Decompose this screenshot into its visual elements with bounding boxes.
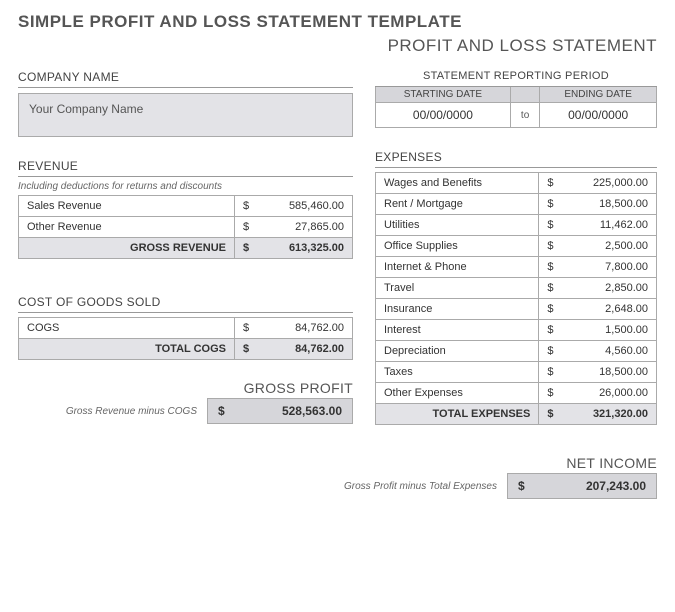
starting-date-header: STARTING DATE bbox=[376, 87, 511, 103]
table-row: Taxes$18,500.00 bbox=[376, 362, 657, 383]
table-row: Internet & Phone$7,800.00 bbox=[376, 257, 657, 278]
expense-row-value[interactable]: $2,648.00 bbox=[539, 299, 657, 320]
gross-profit-note: Gross Revenue minus COGS bbox=[66, 406, 197, 417]
expense-row-label: Office Supplies bbox=[376, 236, 539, 257]
table-row: Wages and Benefits$225,000.00 bbox=[376, 173, 657, 194]
gross-revenue-label: GROSS REVENUE bbox=[19, 238, 235, 259]
table-row: Other Expenses$26,000.00 bbox=[376, 383, 657, 404]
expense-row-label: Taxes bbox=[376, 362, 539, 383]
cogs-section-label: COST OF GOODS SOLD bbox=[18, 295, 353, 313]
net-income-value: $ 207,243.00 bbox=[507, 473, 657, 499]
expense-row-label: Other Expenses bbox=[376, 383, 539, 404]
net-income-block: NET INCOME Gross Profit minus Total Expe… bbox=[18, 455, 657, 499]
expense-row-label: Rent / Mortgage bbox=[376, 194, 539, 215]
total-expenses-row: TOTAL EXPENSES $321,320.00 bbox=[376, 404, 657, 425]
table-row: Other Revenue $27,865.00 bbox=[19, 217, 353, 238]
expense-row-value[interactable]: $225,000.00 bbox=[539, 173, 657, 194]
gross-revenue-value: $613,325.00 bbox=[235, 238, 353, 259]
total-cogs-value: $84,762.00 bbox=[235, 339, 353, 360]
table-row: Interest$1,500.00 bbox=[376, 320, 657, 341]
revenue-row-label: Other Revenue bbox=[19, 217, 235, 238]
expense-row-value[interactable]: $2,500.00 bbox=[539, 236, 657, 257]
cogs-row-label: COGS bbox=[19, 318, 235, 339]
revenue-row-value[interactable]: $585,460.00 bbox=[235, 196, 353, 217]
revenue-note: Including deductions for returns and dis… bbox=[18, 181, 353, 192]
table-row: Office Supplies$2,500.00 bbox=[376, 236, 657, 257]
period-section-label: STATEMENT REPORTING PERIOD bbox=[376, 70, 657, 87]
total-expenses-label: TOTAL EXPENSES bbox=[376, 404, 539, 425]
expense-row-value[interactable]: $11,462.00 bbox=[539, 215, 657, 236]
expense-row-value[interactable]: $4,560.00 bbox=[539, 341, 657, 362]
company-name-input[interactable]: Your Company Name bbox=[18, 93, 353, 137]
net-income-label: NET INCOME bbox=[566, 455, 657, 471]
expense-row-value[interactable]: $18,500.00 bbox=[539, 194, 657, 215]
expense-row-label: Travel bbox=[376, 278, 539, 299]
starting-date-input[interactable]: 00/00/0000 bbox=[376, 103, 511, 128]
table-row: Depreciation$4,560.00 bbox=[376, 341, 657, 362]
revenue-table: Sales Revenue $585,460.00 Other Revenue … bbox=[18, 195, 353, 259]
net-income-note: Gross Profit minus Total Expenses bbox=[344, 481, 497, 492]
expenses-table: Wages and Benefits$225,000.00Rent / Mort… bbox=[375, 172, 657, 425]
expense-row-value[interactable]: $26,000.00 bbox=[539, 383, 657, 404]
expense-row-label: Interest bbox=[376, 320, 539, 341]
revenue-row-label: Sales Revenue bbox=[19, 196, 235, 217]
expenses-section-label: EXPENSES bbox=[375, 150, 657, 168]
company-section-label: COMPANY NAME bbox=[18, 70, 353, 88]
gross-profit-value: $ 528,563.00 bbox=[207, 398, 353, 424]
table-row: Insurance$2,648.00 bbox=[376, 299, 657, 320]
gross-revenue-row: GROSS REVENUE $613,325.00 bbox=[19, 238, 353, 259]
expense-row-label: Internet & Phone bbox=[376, 257, 539, 278]
expense-row-label: Insurance bbox=[376, 299, 539, 320]
cogs-row-value[interactable]: $84,762.00 bbox=[235, 318, 353, 339]
table-row: COGS $84,762.00 bbox=[19, 318, 353, 339]
period-to-label: to bbox=[510, 103, 539, 128]
table-row: Rent / Mortgage$18,500.00 bbox=[376, 194, 657, 215]
ending-date-header: ENDING DATE bbox=[540, 87, 657, 103]
expense-row-label: Utilities bbox=[376, 215, 539, 236]
expense-row-label: Wages and Benefits bbox=[376, 173, 539, 194]
expense-row-value[interactable]: $7,800.00 bbox=[539, 257, 657, 278]
gross-profit-block: GROSS PROFIT Gross Revenue minus COGS $ … bbox=[18, 380, 353, 424]
sub-title: PROFIT AND LOSS STATEMENT bbox=[18, 36, 657, 56]
reporting-period-table: STATEMENT REPORTING PERIOD STARTING DATE… bbox=[375, 70, 657, 128]
total-cogs-row: TOTAL COGS $84,762.00 bbox=[19, 339, 353, 360]
cogs-table: COGS $84,762.00 TOTAL COGS $84,762.00 bbox=[18, 317, 353, 360]
revenue-row-value[interactable]: $27,865.00 bbox=[235, 217, 353, 238]
table-row: Utilities$11,462.00 bbox=[376, 215, 657, 236]
total-cogs-label: TOTAL COGS bbox=[19, 339, 235, 360]
expense-row-value[interactable]: $18,500.00 bbox=[539, 362, 657, 383]
revenue-section-label: REVENUE bbox=[18, 159, 353, 177]
total-expenses-value: $321,320.00 bbox=[539, 404, 657, 425]
expense-row-value[interactable]: $1,500.00 bbox=[539, 320, 657, 341]
gross-profit-label: GROSS PROFIT bbox=[244, 380, 353, 396]
ending-date-input[interactable]: 00/00/0000 bbox=[540, 103, 657, 128]
main-title: SIMPLE PROFIT AND LOSS STATEMENT TEMPLAT… bbox=[18, 12, 657, 32]
expense-row-label: Depreciation bbox=[376, 341, 539, 362]
table-row: Sales Revenue $585,460.00 bbox=[19, 196, 353, 217]
table-row: Travel$2,850.00 bbox=[376, 278, 657, 299]
expense-row-value[interactable]: $2,850.00 bbox=[539, 278, 657, 299]
